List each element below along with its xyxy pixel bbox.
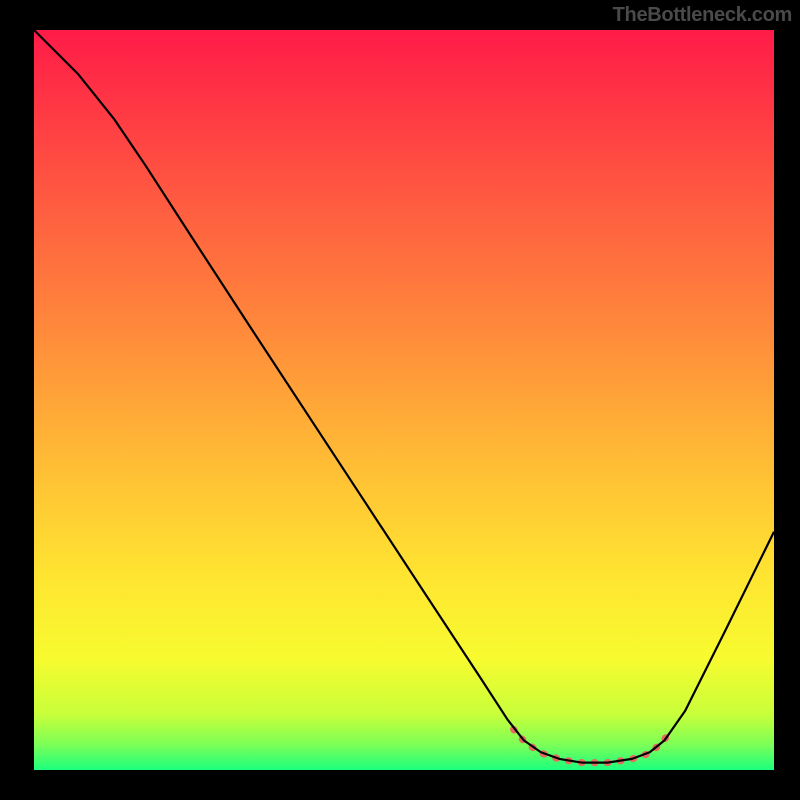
watermark-text: TheBottleneck.com — [613, 4, 792, 27]
chart-highlight-curve — [514, 729, 672, 762]
chart-outer-frame — [0, 0, 800, 800]
chart-curves — [34, 30, 774, 770]
chart-main-curve — [34, 30, 774, 763]
page-root: TheBottleneck.com — [0, 0, 800, 800]
chart-plot-area — [34, 30, 774, 770]
